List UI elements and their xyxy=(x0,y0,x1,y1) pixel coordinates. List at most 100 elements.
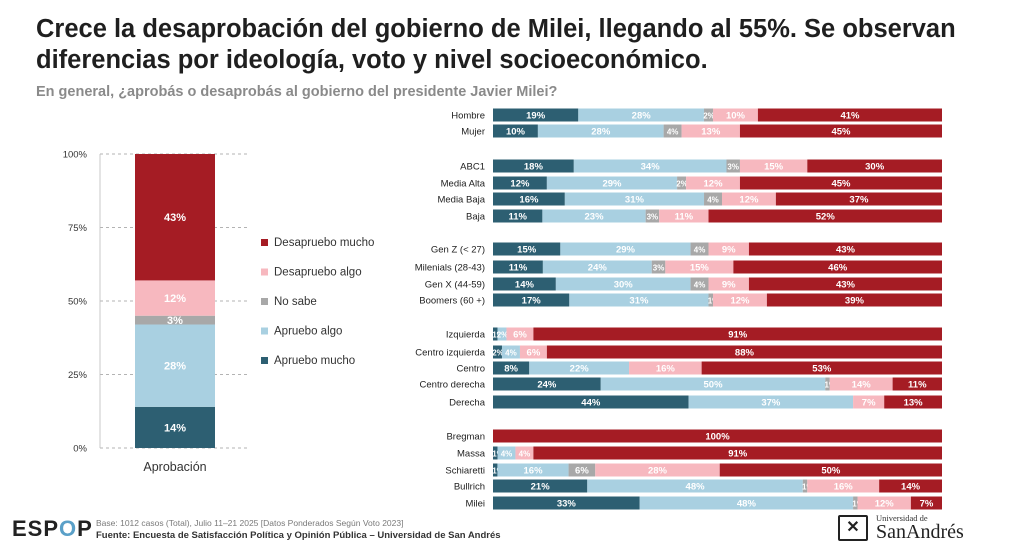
column-segment xyxy=(135,154,215,281)
column-segment xyxy=(135,324,215,407)
bar-segment xyxy=(493,209,543,223)
university-logo: ✕ Universidad de SanAndrés xyxy=(838,513,998,545)
bar-data-label: 44% xyxy=(581,398,601,409)
column-segment xyxy=(135,280,215,316)
column-segment xyxy=(135,406,215,448)
legend-swatch xyxy=(261,239,268,246)
bar-segment xyxy=(910,496,942,510)
bar-segment xyxy=(713,108,758,122)
bar-segment xyxy=(719,463,942,477)
bar-segment xyxy=(708,242,749,256)
bar-data-label: 28% xyxy=(648,466,668,477)
y-tick-label: 0% xyxy=(73,444,87,455)
university-small-text: Universidad de xyxy=(876,513,928,523)
bar-segment xyxy=(573,159,727,173)
legend-swatch xyxy=(261,268,268,276)
bar-data-label: 11% xyxy=(675,212,694,223)
bar-segment xyxy=(529,361,630,375)
column-data-label: 14% xyxy=(164,422,186,434)
bar-segment xyxy=(704,192,722,206)
bar-data-label: 30% xyxy=(614,280,634,291)
bar-segment xyxy=(721,192,776,206)
bar-segment xyxy=(807,479,880,493)
bar-segment xyxy=(665,260,734,274)
bar-data-label: 4% xyxy=(519,450,531,459)
bar-segment xyxy=(493,327,498,341)
bar-data-label: 7% xyxy=(862,398,876,409)
bar-data-label: 52% xyxy=(816,212,836,223)
bar-segment xyxy=(568,463,596,477)
bar-segment xyxy=(681,124,740,138)
bar-row-label: ABC1 xyxy=(460,162,485,173)
bar-row-label: Milenials (28-43) xyxy=(415,263,485,274)
bar-segment xyxy=(600,377,826,391)
legend-entry: Apruebo mucho xyxy=(274,355,355,367)
bar-data-label: 2% xyxy=(703,112,715,121)
legend-entry: No sabe xyxy=(274,296,317,308)
column-segment xyxy=(135,315,215,325)
bar-data-label: 4% xyxy=(707,196,719,205)
bar-segment xyxy=(748,242,942,256)
bar-data-label: 2% xyxy=(676,180,688,189)
bar-data-label: 50% xyxy=(821,466,841,477)
bar-data-label: 29% xyxy=(602,179,622,190)
bar-data-label: 24% xyxy=(588,263,608,274)
bar-row-label: Baja xyxy=(466,212,486,223)
bar-data-label: 91% xyxy=(728,330,748,341)
bar-data-label: 10% xyxy=(506,127,526,138)
y-tick-label: 50% xyxy=(68,297,88,308)
bar-segment xyxy=(677,176,687,190)
y-tick-label: 75% xyxy=(68,223,88,234)
bar-data-label: 45% xyxy=(831,179,851,190)
bar-data-label: 6% xyxy=(527,348,541,359)
bar-segment xyxy=(688,395,854,409)
bar-data-label: 100% xyxy=(705,432,730,443)
column-data-label: 3% xyxy=(167,315,183,327)
bar-data-label: 28% xyxy=(591,127,611,138)
column-data-label: 28% xyxy=(164,361,186,373)
bar-segment xyxy=(825,377,830,391)
bar-segment xyxy=(493,361,530,375)
bar-row-label: Media Alta xyxy=(441,179,486,190)
bar-data-label: 15% xyxy=(517,245,537,256)
bar-segment xyxy=(506,327,534,341)
bar-data-label: 91% xyxy=(728,449,748,460)
bar-segment xyxy=(892,377,942,391)
bar-segment xyxy=(663,124,682,138)
bar-data-label: 43% xyxy=(836,245,856,256)
bar-data-label: 33% xyxy=(557,499,577,510)
bar-data-label: 11% xyxy=(509,263,528,274)
bar-segment xyxy=(569,293,709,307)
bar-row-label: Izquierda xyxy=(446,330,486,341)
bar-segment xyxy=(587,479,803,493)
bar-data-label: 53% xyxy=(812,364,832,375)
bar-data-label: 22% xyxy=(570,364,590,375)
bar-segment xyxy=(493,277,556,291)
bar-data-label: 15% xyxy=(690,263,710,274)
bar-segment xyxy=(726,159,740,173)
bar-data-label: 88% xyxy=(735,348,755,359)
bar-segment xyxy=(493,108,579,122)
bar-row-label: Bregman xyxy=(446,432,485,443)
bar-row-label: Mujer xyxy=(461,127,485,138)
bar-segment xyxy=(533,446,942,460)
bar-data-label: 48% xyxy=(737,499,757,510)
bar-segment xyxy=(493,395,689,409)
espop-logo: ESPOP xyxy=(12,516,93,541)
bar-row-label: Centro xyxy=(456,364,485,375)
bar-data-label: 13% xyxy=(904,398,924,409)
bar-segment xyxy=(497,327,507,341)
bar-data-label: 4% xyxy=(667,128,679,137)
bar-segment xyxy=(739,124,942,138)
bar-data-label: 6% xyxy=(513,330,527,341)
bar-segment xyxy=(555,277,691,291)
bar-segment xyxy=(739,159,808,173)
bar-data-label: 31% xyxy=(625,195,645,206)
bar-data-label: 3% xyxy=(727,163,739,172)
bar-data-label: 8% xyxy=(504,364,518,375)
bar-data-label: 23% xyxy=(585,212,605,223)
bar-data-label: 9% xyxy=(722,280,736,291)
bar-segment xyxy=(690,242,709,256)
bar-row-label: Bullrich xyxy=(454,482,485,493)
